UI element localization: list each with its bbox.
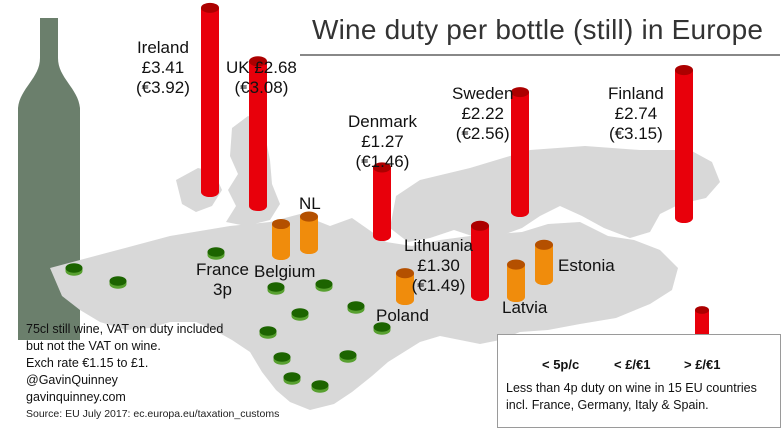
label-ireland-name: Ireland xyxy=(136,38,189,57)
label-finland-gbp: £2.74 xyxy=(614,104,658,123)
green-marker-11 xyxy=(339,350,357,363)
label-lithuania: Lithuania £1.30 (€1.49) xyxy=(404,236,473,296)
label-ireland-eur: (€3.92) xyxy=(136,78,190,97)
label-latvia: Latvia xyxy=(502,298,548,317)
label-france-name: France xyxy=(196,260,249,279)
label-poland: Poland xyxy=(376,306,429,325)
bar-ireland xyxy=(201,2,219,198)
label-france: France 3p xyxy=(196,260,249,300)
label-denmark: Denmark £1.27 (€1.46) xyxy=(348,112,417,172)
note-line-5: gavinquinney.com xyxy=(26,390,126,404)
green-marker-6 xyxy=(291,308,309,321)
wine-bottle-icon xyxy=(18,18,80,340)
bar-denmark xyxy=(373,162,391,242)
source-note: Source: EU July 2017: ec.europa.eu/taxat… xyxy=(26,408,280,420)
label-sweden: Sweden £2.22 (€2.56) xyxy=(452,84,513,144)
bar-nl xyxy=(300,211,318,255)
label-finland-eur: (€3.15) xyxy=(608,124,663,143)
legend-red-label: > £/€1 xyxy=(684,357,721,372)
label-sweden-gbp: £2.22 xyxy=(461,104,504,123)
legend-green-label: < 5p/c xyxy=(542,357,580,372)
title-divider xyxy=(300,54,780,56)
label-sweden-name: Sweden xyxy=(452,84,514,103)
legend-note-2: incl. France, Germany, Italy & Spain. xyxy=(506,398,709,412)
bar-latvia xyxy=(507,259,525,303)
label-uk-eur: (€3.08) xyxy=(234,78,289,97)
bar-finland xyxy=(675,65,693,224)
label-sweden-eur: (€2.56) xyxy=(455,124,510,143)
green-marker-9 xyxy=(373,322,391,335)
green-marker-4 xyxy=(267,282,285,295)
green-marker-13 xyxy=(311,380,329,393)
label-uk-gbp: UK £2.68 xyxy=(226,58,297,77)
bar-sweden xyxy=(511,87,529,218)
bar-estonia xyxy=(535,239,553,286)
label-uk: UK £2.68 (€3.08) xyxy=(226,58,297,98)
note-line-1: 75cl still wine, VAT on duty included xyxy=(26,322,224,336)
bar-belgium xyxy=(272,218,290,261)
label-lithuania-name: Lithuania xyxy=(404,236,474,255)
green-marker-12 xyxy=(283,372,301,385)
label-denmark-name: Denmark xyxy=(348,112,417,131)
green-marker-5 xyxy=(315,279,333,292)
label-ireland-gbp: £3.41 xyxy=(141,58,185,77)
bar-uk xyxy=(249,56,267,212)
green-marker-10 xyxy=(273,352,291,365)
bar-poland xyxy=(396,268,414,306)
label-estonia: Estonia xyxy=(558,256,615,275)
label-france-value: 3p xyxy=(213,280,232,299)
green-marker-2 xyxy=(109,276,127,289)
label-denmark-gbp: £1.27 xyxy=(361,132,404,151)
green-marker-3 xyxy=(207,247,225,260)
legend-orange-label: < £/€1 xyxy=(614,357,651,372)
legend-note-1: Less than 4p duty on wine in 15 EU count… xyxy=(506,381,757,395)
map-scandinavia xyxy=(390,146,720,242)
label-denmark-eur: (€1.46) xyxy=(355,152,410,171)
chart-title: Wine duty per bottle (still) in Europe xyxy=(312,14,764,45)
legend: < 5p/c < £/€1 > £/€1 Less than 4p duty o… xyxy=(497,334,781,428)
label-belgium: Belgium xyxy=(254,262,316,281)
label-nl: NL xyxy=(299,194,321,213)
label-ireland: Ireland £3.41 (€3.92) xyxy=(136,38,190,98)
note-line-4: @GavinQuinney xyxy=(26,373,118,387)
label-finland: Finland £2.74 (€3.15) xyxy=(608,84,664,144)
note-line-3: Exch rate €1.15 to £1. xyxy=(26,356,149,370)
label-lithuania-eur: (€1.49) xyxy=(411,276,466,295)
green-marker-8 xyxy=(259,326,277,339)
bar-lithuania xyxy=(471,220,489,302)
label-lithuania-gbp: £1.30 xyxy=(417,256,460,275)
green-marker-7 xyxy=(347,301,365,314)
label-finland-name: Finland xyxy=(608,84,664,103)
green-marker-1 xyxy=(65,263,83,276)
note-line-2: but not the VAT on wine. xyxy=(26,339,161,353)
